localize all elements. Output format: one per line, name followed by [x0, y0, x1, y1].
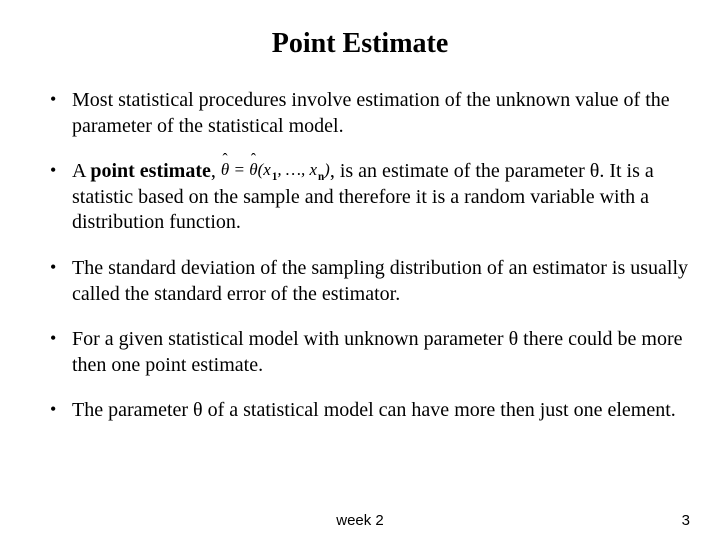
bullet-list: Most statistical procedures involve esti…	[30, 88, 690, 424]
x-var: x	[309, 160, 317, 179]
list-item: The parameter θ of a statistical model c…	[50, 398, 690, 424]
formula: θ = θ(x1, …, xn)	[221, 159, 330, 184]
list-item: The standard deviation of the sampling d…	[50, 256, 690, 307]
bullet-bold: point estimate	[90, 160, 211, 182]
paren-close: )	[324, 160, 330, 179]
bullet-mid: ,	[211, 160, 221, 182]
bullet-prefix: A	[72, 160, 90, 182]
page-title: Point Estimate	[30, 28, 690, 60]
separator: , …,	[277, 160, 309, 179]
theta-hat-lhs: θ	[221, 159, 229, 181]
bullet-text: The parameter θ of a statistical model c…	[72, 399, 676, 421]
footer-week: week 2	[336, 512, 384, 529]
page-number: 3	[682, 512, 690, 529]
list-item: A point estimate, θ = θ(x1, …, xn), is a…	[50, 159, 690, 236]
x-var: x	[263, 160, 271, 179]
theta-hat-rhs: θ	[249, 159, 257, 181]
list-item: Most statistical procedures involve esti…	[50, 88, 690, 139]
equals: =	[229, 160, 249, 179]
list-item: For a given statistical model with unkno…	[50, 327, 690, 378]
bullet-text: The standard deviation of the sampling d…	[72, 257, 688, 305]
bullet-text: Most statistical procedures involve esti…	[72, 89, 670, 137]
bullet-text: For a given statistical model with unkno…	[72, 328, 683, 376]
